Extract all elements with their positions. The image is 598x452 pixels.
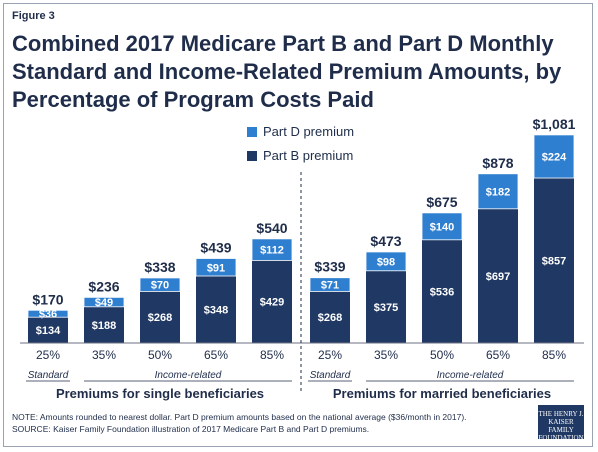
part-d-value-label: $182 <box>486 186 510 198</box>
total-value-label: $540 <box>256 220 287 236</box>
part-b-bar <box>140 291 180 343</box>
part-d-value-label: $49 <box>95 297 113 309</box>
total-value-label: $675 <box>426 194 457 210</box>
figure-frame <box>3 3 593 447</box>
source-text: SOURCE: Kaiser Family Foundation illustr… <box>12 424 370 434</box>
total-value-label: $236 <box>88 278 119 294</box>
part-b-bar <box>422 239 462 343</box>
figure-label: Figure 3 <box>12 10 55 22</box>
part-d-bar <box>533 134 575 179</box>
part-b-value-label: $429 <box>260 297 284 309</box>
x-tick-label: 65% <box>204 348 228 362</box>
part-b-value-label: $348 <box>204 305 228 317</box>
part-d-value-label: $36 <box>39 309 57 321</box>
total-value-label: $473 <box>370 233 401 249</box>
part-d-bar <box>251 238 293 261</box>
part-d-bar <box>139 277 181 292</box>
part-b-bar <box>84 306 124 343</box>
group-title: Premiums for single beneficiaries <box>56 386 264 401</box>
x-tick-label: 65% <box>486 348 510 362</box>
chart-title-line-1: Combined 2017 Medicare Part B and Part D… <box>12 31 554 56</box>
chart-title: Combined 2017 Medicare Part B and Part D… <box>12 30 572 114</box>
part-b-bar <box>534 178 574 343</box>
income-related-label: Income-related <box>437 370 504 381</box>
part-d-value-label: $70 <box>151 280 169 292</box>
x-tick-label: 50% <box>430 348 454 362</box>
part-d-value-label: $224 <box>542 151 567 163</box>
part-d-value-label: $98 <box>377 256 395 268</box>
part-d-bar <box>27 309 69 318</box>
chart-title-line-2: Standard and Income-Related Premium Amou… <box>12 59 562 84</box>
part-b-value-label: $375 <box>374 302 398 314</box>
part-b-bar <box>310 291 350 343</box>
legend-label-part-b: Part B premium <box>263 148 353 163</box>
x-tick-label: 25% <box>36 348 60 362</box>
part-d-value-label: $140 <box>430 221 454 233</box>
part-b-bar <box>28 317 68 343</box>
part-b-value-label: $697 <box>486 271 510 283</box>
part-b-bar <box>478 208 518 343</box>
total-value-label: $339 <box>314 259 345 275</box>
part-d-bar <box>421 212 463 241</box>
total-value-label: $439 <box>200 239 231 255</box>
legend-swatch-part-b <box>247 151 257 161</box>
part-b-value-label: $268 <box>148 312 172 324</box>
x-tick-label: 85% <box>542 348 566 362</box>
part-d-bar <box>365 251 407 272</box>
part-b-bar <box>196 276 236 343</box>
x-tick-label: 35% <box>92 348 116 362</box>
x-tick-label: 85% <box>260 348 284 362</box>
legend-label-part-d: Part D premium <box>263 124 354 139</box>
part-d-value-label: $71 <box>321 280 339 292</box>
part-b-bar <box>366 270 406 343</box>
footnote: NOTE: Amounts rounded to nearest dollar.… <box>12 411 467 435</box>
x-tick-label: 35% <box>374 348 398 362</box>
part-b-value-label: $134 <box>36 325 61 337</box>
part-d-value-label: $112 <box>260 245 284 257</box>
standard-label: Standard <box>28 370 69 381</box>
chart-title-line-3: Percentage of Program Costs Paid <box>12 87 374 112</box>
x-tick-label: 25% <box>318 348 342 362</box>
group-title: Premiums for married beneficiaries <box>333 386 551 401</box>
part-d-bar <box>477 173 519 210</box>
x-tick-label: 50% <box>148 348 172 362</box>
part-b-value-label: $857 <box>542 256 566 268</box>
kff-logo: THE HENRY J. KAISER FAMILY FOUNDATION <box>538 405 584 442</box>
standard-label: Standard <box>310 370 351 381</box>
note-text: NOTE: Amounts rounded to nearest dollar.… <box>12 412 467 422</box>
part-d-bar <box>309 277 351 292</box>
part-b-value-label: $268 <box>318 312 342 324</box>
total-value-label: $878 <box>482 155 513 171</box>
part-b-bar <box>252 260 292 343</box>
part-b-value-label: $536 <box>430 286 454 298</box>
part-d-bar <box>195 258 237 277</box>
legend-swatch-part-d <box>247 127 257 137</box>
part-d-bar <box>83 296 125 308</box>
part-d-value-label: $91 <box>207 262 225 274</box>
total-value-label: $338 <box>144 259 175 275</box>
part-b-value-label: $188 <box>92 320 116 332</box>
total-value-label: $170 <box>32 291 63 307</box>
total-value-label: $1,081 <box>533 116 576 132</box>
income-related-label: Income-related <box>155 370 222 381</box>
